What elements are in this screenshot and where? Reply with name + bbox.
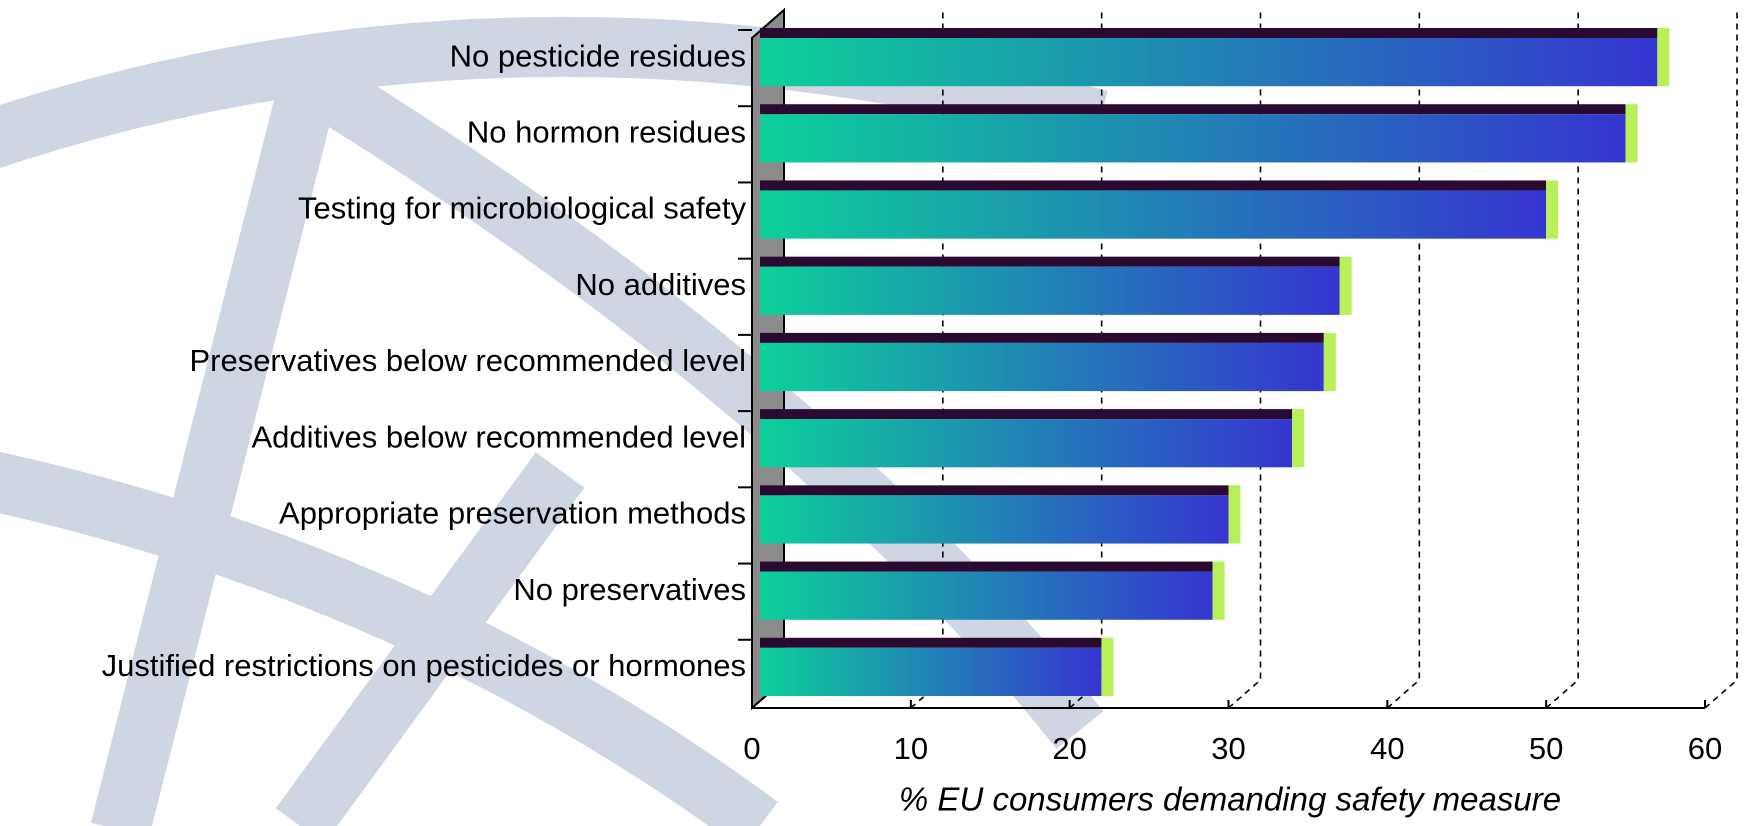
category-label: Justified restrictions on pesticides or … xyxy=(102,648,746,683)
bar-top xyxy=(760,28,1658,38)
bar-cap xyxy=(1323,332,1336,392)
bar-cap xyxy=(1546,180,1559,239)
bar-cap xyxy=(1228,485,1241,544)
bar xyxy=(760,114,1626,163)
plot-area: 0 10 20 30 40 50 60 No pesticide residues No hor… xyxy=(102,7,1738,766)
category-label: Testing for microbiological safety xyxy=(298,191,746,226)
category-label: No hormon residues xyxy=(467,115,746,150)
x-axis-title: % EU consumers demanding safety measure xyxy=(899,781,1561,818)
x-tick-label: 10 xyxy=(894,731,928,766)
x-tick-label: 20 xyxy=(1052,731,1086,766)
category-label: Appropriate preservation methods xyxy=(279,496,746,531)
bar-top xyxy=(760,256,1340,267)
bar-cap xyxy=(1212,561,1225,620)
bar-cap xyxy=(1292,409,1305,468)
category-label: Additives below recommended level xyxy=(251,419,746,454)
bar-top xyxy=(760,104,1626,115)
grid-line xyxy=(1545,10,1579,709)
bar xyxy=(760,266,1340,315)
x-tick-label: 0 xyxy=(743,731,760,766)
category-label: Preservatives below recommended level xyxy=(189,343,746,378)
bar-top xyxy=(760,332,1324,343)
grid-line xyxy=(1704,10,1738,709)
bar-cap xyxy=(1339,256,1352,315)
bar-top xyxy=(760,409,1293,420)
bar-top xyxy=(760,180,1547,191)
bar-cap xyxy=(1625,104,1638,163)
bar xyxy=(760,419,1293,468)
category-label: No preservatives xyxy=(513,572,746,607)
bar-top xyxy=(760,485,1229,496)
bar xyxy=(760,38,1658,87)
bar xyxy=(760,571,1213,620)
category-label: No pesticide residues xyxy=(450,38,746,73)
bar xyxy=(760,342,1324,392)
category-label: No additives xyxy=(575,267,746,302)
bar xyxy=(760,495,1229,544)
bar xyxy=(760,647,1102,696)
x-tick-label: 40 xyxy=(1370,731,1404,766)
bar-top xyxy=(760,637,1102,648)
x-tick-label: 30 xyxy=(1211,731,1245,766)
bar-cap xyxy=(1657,28,1670,87)
x-tick-label: 60 xyxy=(1688,731,1722,766)
x-tick-label: 50 xyxy=(1529,731,1563,766)
bar-top xyxy=(760,561,1213,572)
bar-cap xyxy=(1101,637,1114,696)
bar xyxy=(760,190,1547,239)
